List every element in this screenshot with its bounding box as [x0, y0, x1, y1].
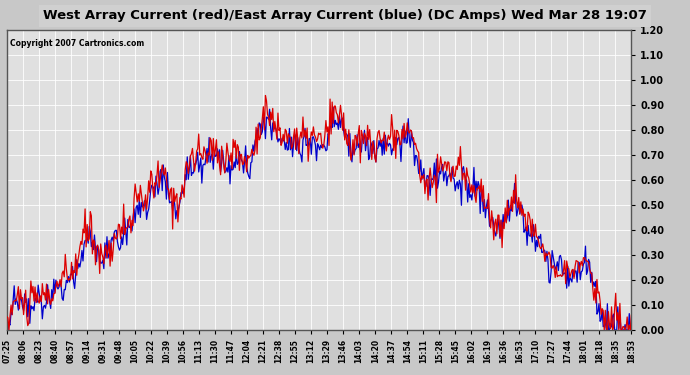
Text: Copyright 2007 Cartronics.com: Copyright 2007 Cartronics.com	[10, 39, 144, 48]
Text: West Array Current (red)/East Array Current (blue) (DC Amps) Wed Mar 28 19:07: West Array Current (red)/East Array Curr…	[43, 9, 647, 22]
